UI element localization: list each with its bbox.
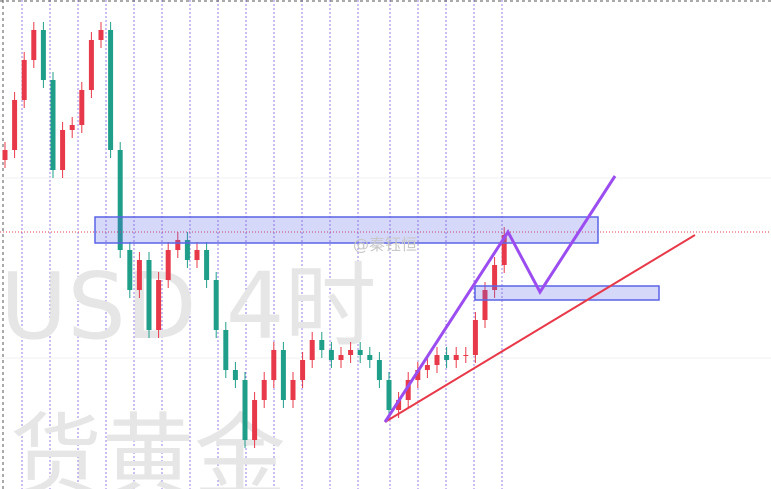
candle-body [386,380,392,410]
candle-body [367,355,373,360]
path-projection [383,175,617,423]
candle-body [184,240,190,260]
candle-body [328,350,334,360]
candle-body [280,350,286,400]
candle-body [146,260,152,330]
candle-body [175,240,181,250]
candle-body [424,365,430,370]
candle-body [156,280,162,330]
candle-body [338,355,344,360]
candle-body [396,400,402,410]
candle-body [117,150,123,250]
candles [2,22,507,448]
candle-body [60,130,66,170]
candle-body [88,40,94,90]
candle-body [98,30,104,40]
candle-body [472,320,478,355]
candle-body [348,350,354,355]
candle-body [271,350,277,380]
candle-body [376,360,382,380]
candle-body [444,355,450,360]
candle-body [242,380,248,440]
candle-body [2,150,8,160]
candle-body [69,125,75,130]
candle-body [136,260,142,290]
candle-body [415,370,421,380]
candle-body [108,30,114,150]
candle-body [309,340,315,360]
candle-body [492,265,498,290]
candle-body [50,80,56,170]
candle-body [79,90,85,125]
candle-body [213,280,219,330]
candle-body [232,370,238,380]
candle-body [165,250,171,280]
candle-body [12,100,18,150]
watermark: @秦钰恒 [353,235,417,254]
candle-body [319,340,325,350]
candle-body [501,235,507,265]
candle-body [31,30,37,60]
candle-body [300,360,306,380]
candle-body [434,355,440,365]
candle-body [252,400,258,440]
background-text: 货黄金 [10,404,286,489]
candle-body [21,60,27,100]
zone [474,285,660,301]
vertical-grid [21,0,503,489]
candle-body [290,380,296,400]
zone [94,216,599,244]
candle-body [405,380,411,400]
candle-body [463,355,469,356]
candle-body [40,30,46,80]
candle-body [357,350,363,355]
trend-line [384,234,696,423]
candle-body [127,250,133,290]
candle-body [261,380,267,400]
candle-body [482,290,488,320]
candle-body [223,330,229,370]
candle-body [194,250,200,260]
candle-body [453,355,459,360]
candle-body [204,250,210,280]
